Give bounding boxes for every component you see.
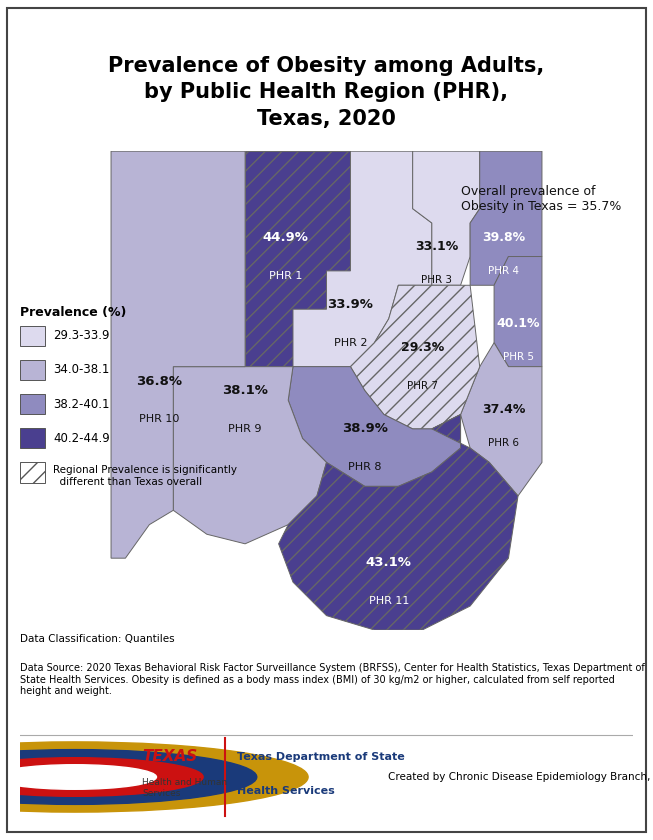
FancyBboxPatch shape	[7, 8, 646, 832]
Polygon shape	[494, 256, 542, 366]
Text: Prevalence (%): Prevalence (%)	[20, 306, 126, 319]
Bar	[20, 462, 45, 482]
Text: 37.4%: 37.4%	[482, 403, 526, 417]
Polygon shape	[460, 343, 542, 496]
Text: PHR 10: PHR 10	[138, 414, 179, 424]
Text: 40.1%: 40.1%	[496, 317, 540, 330]
Text: Texas Department of State: Texas Department of State	[238, 752, 406, 762]
Polygon shape	[279, 414, 518, 630]
Bar	[20, 360, 45, 380]
Polygon shape	[470, 151, 542, 286]
Text: 29.3%: 29.3%	[401, 341, 444, 354]
Text: Overall prevalence of
Obesity in Texas = 35.7%: Overall prevalence of Obesity in Texas =…	[460, 185, 621, 213]
Polygon shape	[245, 151, 351, 366]
Text: PHR 9: PHR 9	[229, 424, 262, 434]
Text: 38.2-40.1: 38.2-40.1	[53, 397, 110, 411]
Polygon shape	[293, 151, 432, 366]
Text: PHR 4: PHR 4	[488, 266, 519, 276]
Polygon shape	[288, 366, 460, 486]
Bar	[20, 428, 45, 449]
Text: 33.1%: 33.1%	[415, 240, 458, 254]
Circle shape	[0, 742, 308, 812]
Circle shape	[0, 764, 157, 790]
Text: 29.3-33.9: 29.3-33.9	[53, 329, 110, 342]
Circle shape	[0, 758, 203, 796]
Text: PHR 6: PHR 6	[488, 438, 519, 449]
Text: 43.1%: 43.1%	[366, 556, 411, 570]
Text: Health and Human
Services: Health and Human Services	[142, 779, 227, 798]
Text: PHR 11: PHR 11	[368, 596, 409, 606]
Circle shape	[0, 749, 257, 805]
Text: 40.2-44.9: 40.2-44.9	[53, 432, 110, 444]
Text: 34.0-38.1: 34.0-38.1	[53, 364, 109, 376]
Polygon shape	[173, 366, 326, 543]
Text: Prevalence of Obesity among Adults,
by Public Health Region (PHR),
Texas, 2020: Prevalence of Obesity among Adults, by P…	[108, 56, 545, 129]
Text: PHR 3: PHR 3	[421, 276, 452, 286]
Text: Created by Chronic Disease Epidemiology Branch, 11/17/2021: Created by Chronic Disease Epidemiology …	[388, 772, 653, 782]
Text: Data Classification: Quantiles: Data Classification: Quantiles	[20, 634, 174, 644]
Bar	[20, 325, 45, 346]
Text: Health Services: Health Services	[238, 786, 335, 795]
Text: Regional Prevalence is significantly
  different than Texas overall: Regional Prevalence is significantly dif…	[53, 465, 237, 486]
Text: TEXAS: TEXAS	[142, 749, 198, 764]
Polygon shape	[111, 151, 245, 558]
Text: PHR 1: PHR 1	[269, 270, 302, 281]
Text: PHR 5: PHR 5	[503, 352, 534, 362]
Text: 44.9%: 44.9%	[263, 231, 309, 244]
Text: 38.9%: 38.9%	[342, 423, 388, 435]
Text: PHR 2: PHR 2	[334, 338, 367, 348]
Text: ★: ★	[69, 770, 80, 784]
Polygon shape	[351, 286, 480, 429]
Bar	[20, 394, 45, 414]
Text: PHR 7: PHR 7	[407, 381, 438, 391]
Polygon shape	[413, 151, 480, 286]
Text: 36.8%: 36.8%	[136, 375, 182, 387]
Text: 38.1%: 38.1%	[222, 384, 268, 397]
Text: 39.8%: 39.8%	[482, 231, 525, 244]
Text: 33.9%: 33.9%	[328, 298, 374, 311]
Text: Data Source: 2020 Texas Behavioral Risk Factor Surveillance System (BRFSS), Cent: Data Source: 2020 Texas Behavioral Risk …	[20, 664, 645, 696]
Text: PHR 8: PHR 8	[348, 462, 381, 472]
